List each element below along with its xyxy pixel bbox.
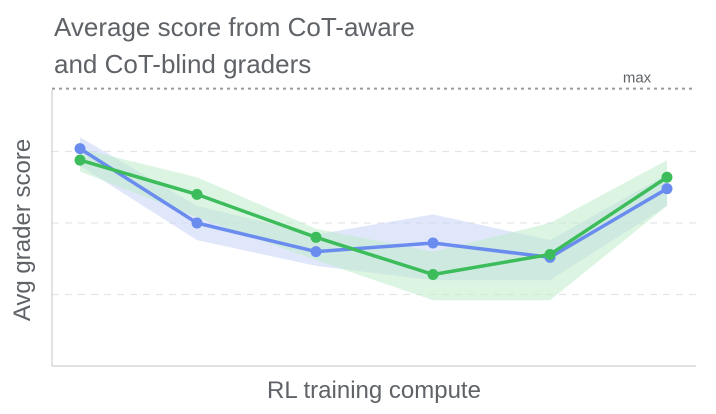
series-2-point-3 [310, 231, 322, 243]
confidence-bands [80, 137, 667, 301]
series-1-line [78, 146, 669, 260]
series-1-point-4 [427, 237, 439, 249]
series-1-point-1 [74, 143, 86, 155]
series-2-point-4 [427, 268, 439, 280]
series-2-point-2 [191, 188, 203, 200]
series-2-point-6 [661, 171, 673, 183]
series-2-point-5 [544, 248, 556, 260]
chart-title-line-1: Average score from CoT-aware [54, 12, 415, 42]
series-2-band [80, 148, 667, 301]
chart-title-line-2: and CoT-blind graders [54, 49, 312, 79]
series-lines [78, 146, 669, 277]
series-2-point-1 [74, 154, 86, 166]
series-2-line [78, 158, 669, 277]
y-axis-label: Avg grader score [9, 139, 36, 321]
series-1-point-3 [310, 246, 322, 258]
series-1-point-2 [191, 217, 203, 229]
series-1-point-6 [661, 183, 673, 195]
x-axis-label: RL training compute [267, 377, 481, 404]
series-points [74, 143, 673, 280]
max-label: max [623, 70, 652, 87]
